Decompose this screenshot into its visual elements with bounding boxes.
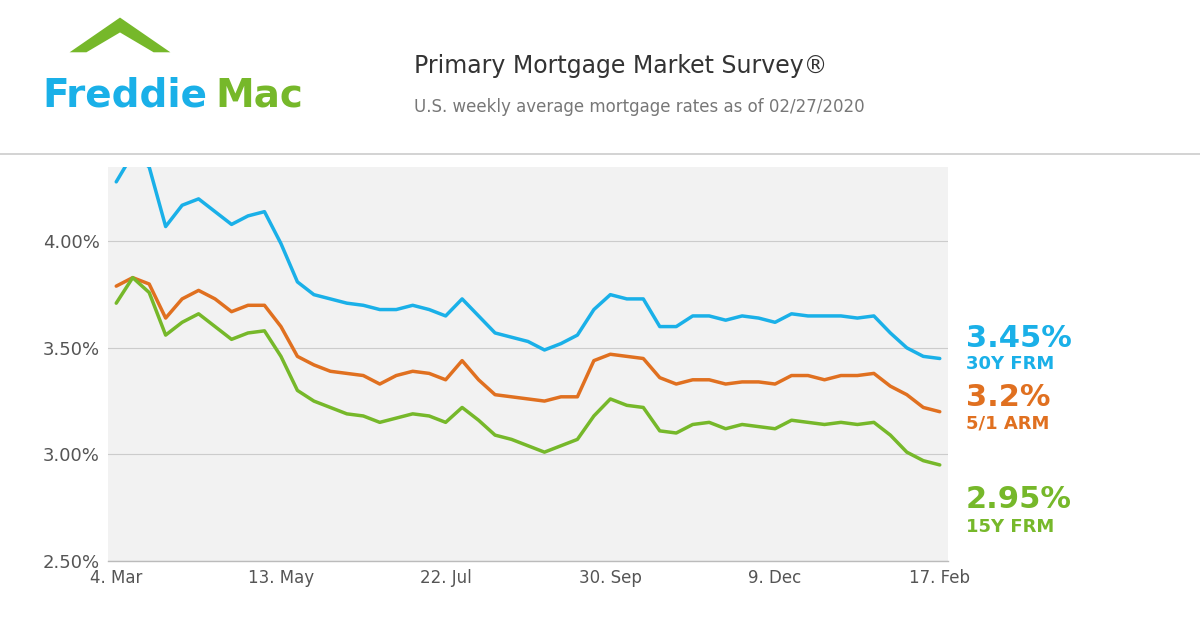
Text: Mac: Mac	[216, 76, 304, 114]
Text: 3.45%: 3.45%	[966, 324, 1072, 353]
Text: 30Y FRM: 30Y FRM	[966, 355, 1055, 374]
Text: Primary Mortgage Market Survey®: Primary Mortgage Market Survey®	[414, 54, 827, 77]
Text: Freddie: Freddie	[43, 76, 208, 114]
Polygon shape	[70, 18, 170, 52]
Text: 5/1 ARM: 5/1 ARM	[966, 415, 1049, 433]
Text: U.S. weekly average mortgage rates as of 02/27/2020: U.S. weekly average mortgage rates as of…	[414, 98, 865, 116]
Text: 3.2%: 3.2%	[966, 383, 1050, 413]
Text: 2.95%: 2.95%	[966, 485, 1072, 514]
Text: 15Y FRM: 15Y FRM	[966, 518, 1055, 537]
